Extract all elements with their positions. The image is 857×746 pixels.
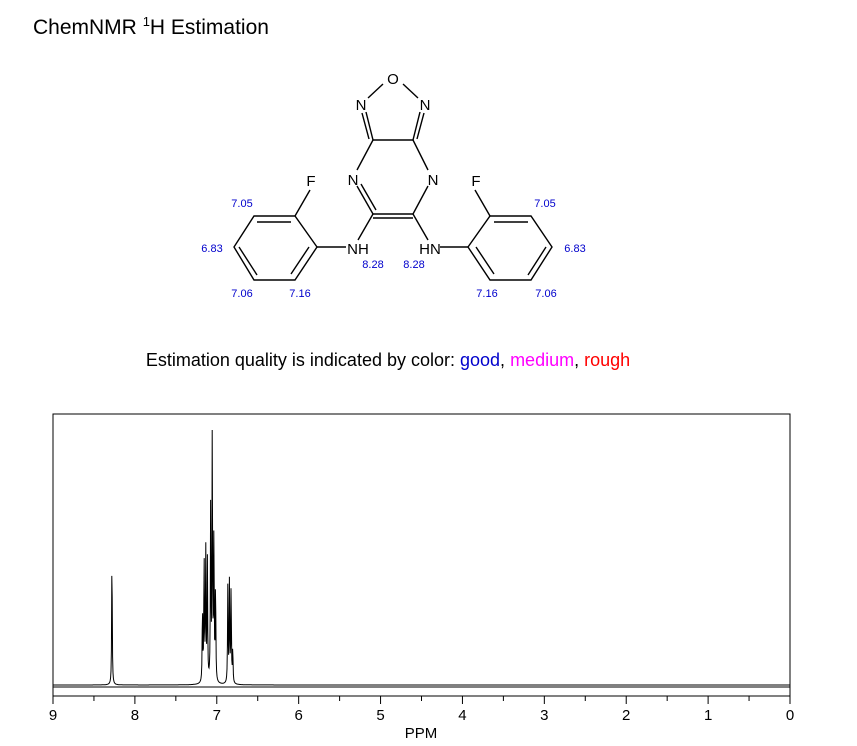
shift-right-nh: 8.28 (403, 259, 424, 271)
x-tick-label: 9 (49, 707, 57, 724)
x-tick-label: 0 (786, 707, 794, 724)
x-tick-label: 5 (376, 707, 384, 724)
title-superscript: 1 (142, 14, 150, 29)
shift-right-meta: 6.83 (564, 243, 585, 255)
shift-right-para: 7.06 (535, 288, 556, 300)
x-axis-label: PPM (405, 725, 438, 742)
x-tick-label: 2 (622, 707, 630, 724)
shift-right-ortho2: 7.16 (476, 288, 497, 300)
atom-nh-right: HN (419, 241, 441, 258)
shift-left-ortho2: 7.16 (289, 288, 310, 300)
atom-n-oxa-right: N (420, 97, 431, 114)
title-prefix: ChemNMR (33, 16, 143, 39)
x-tick-label: 8 (131, 707, 139, 724)
atom-f-right: F (471, 173, 480, 190)
quality-prefix: Estimation quality is indicated by color… (145, 350, 460, 370)
molecule-structure: O N N N N NH HN F F 8.28 8.28 7.05 6.83 … (201, 71, 585, 300)
x-tick-label: 1 (704, 707, 712, 724)
quality-good: good (460, 350, 501, 370)
shift-left-para: 7.06 (231, 288, 252, 300)
shift-right-ortho: 7.05 (534, 198, 555, 210)
page-title: ChemNMR 1H Estimation (33, 14, 269, 40)
atom-o: O (387, 71, 399, 88)
x-tick-label: 6 (294, 707, 302, 724)
quality-medium: medium (510, 350, 575, 370)
shift-left-ortho: 7.05 (231, 198, 252, 210)
atom-n-pyr-right: N (428, 172, 439, 189)
quality-legend: Estimation quality is indicated by color… (0, 350, 776, 371)
shift-left-meta: 6.83 (201, 243, 222, 255)
atom-n-pyr-left: N (348, 172, 359, 189)
quality-sep-1: , (500, 350, 511, 370)
title-suffix: H Estimation (149, 16, 269, 39)
x-tick-label: 3 (540, 707, 548, 724)
quality-sep-2: , (574, 350, 585, 370)
quality-rough: rough (584, 350, 631, 370)
atom-f-left: F (306, 173, 315, 190)
spectrum-line (53, 429, 790, 686)
shift-left-nh: 8.28 (362, 259, 383, 271)
plot-frame (52, 413, 791, 697)
atom-nh-left: NH (347, 241, 369, 258)
x-tick-label: 7 (213, 707, 221, 724)
atom-n-oxa-left: N (356, 97, 367, 114)
x-tick-label: 4 (458, 707, 466, 724)
